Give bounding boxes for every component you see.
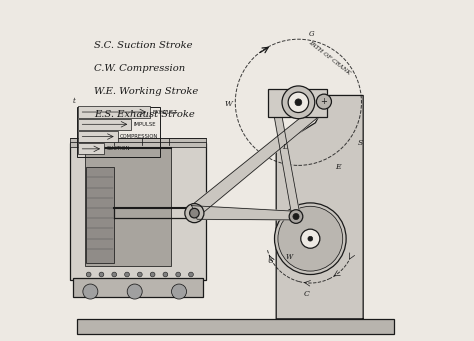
Polygon shape bbox=[276, 95, 363, 319]
Bar bbox=[70, 143, 206, 280]
Bar bbox=[85, 147, 171, 266]
Text: C.W. Compression: C.W. Compression bbox=[94, 64, 185, 73]
Circle shape bbox=[176, 272, 181, 277]
Circle shape bbox=[83, 284, 98, 299]
Bar bbox=[73, 278, 203, 297]
Text: SUCTION: SUCTION bbox=[106, 146, 130, 151]
Circle shape bbox=[163, 272, 168, 277]
Circle shape bbox=[172, 284, 187, 299]
Bar bbox=[77, 107, 160, 157]
Polygon shape bbox=[273, 106, 301, 219]
Bar bbox=[78, 131, 118, 142]
Bar bbox=[77, 319, 394, 334]
Bar bbox=[78, 143, 104, 154]
Text: S.C. Suction Stroke: S.C. Suction Stroke bbox=[94, 41, 192, 50]
Circle shape bbox=[86, 272, 91, 277]
Circle shape bbox=[289, 210, 303, 223]
Text: W: W bbox=[224, 100, 232, 108]
Circle shape bbox=[189, 272, 193, 277]
Bar bbox=[86, 167, 114, 263]
Text: t: t bbox=[73, 97, 76, 105]
Circle shape bbox=[282, 86, 315, 119]
Text: W.E. Working Stroke: W.E. Working Stroke bbox=[94, 87, 198, 96]
Circle shape bbox=[301, 229, 320, 248]
Text: COMPRESSION: COMPRESSION bbox=[120, 134, 158, 139]
Text: +: + bbox=[320, 97, 328, 106]
Text: G: G bbox=[309, 30, 315, 38]
Bar bbox=[78, 119, 131, 130]
Text: S: S bbox=[269, 257, 273, 265]
Bar bbox=[70, 138, 206, 147]
Text: EXHAUST: EXHAUST bbox=[153, 109, 177, 115]
Circle shape bbox=[317, 94, 331, 109]
Text: W: W bbox=[285, 253, 293, 262]
Circle shape bbox=[112, 272, 117, 277]
Text: PATH OF CRANK: PATH OF CRANK bbox=[308, 40, 352, 75]
Circle shape bbox=[99, 272, 104, 277]
Bar bbox=[78, 106, 150, 118]
Text: E.S. Exhaust Stroke: E.S. Exhaust Stroke bbox=[94, 110, 194, 119]
Text: IMPULSE: IMPULSE bbox=[134, 122, 156, 127]
Text: L: L bbox=[282, 143, 287, 151]
Circle shape bbox=[278, 206, 343, 271]
Circle shape bbox=[274, 203, 346, 275]
Circle shape bbox=[137, 272, 142, 277]
Circle shape bbox=[288, 92, 309, 113]
Polygon shape bbox=[191, 206, 300, 220]
Circle shape bbox=[190, 208, 199, 218]
Text: S: S bbox=[358, 139, 363, 147]
Circle shape bbox=[185, 204, 204, 223]
Circle shape bbox=[150, 272, 155, 277]
Circle shape bbox=[295, 99, 302, 106]
Text: E: E bbox=[335, 163, 340, 171]
Circle shape bbox=[308, 236, 313, 241]
Bar bbox=[268, 89, 328, 117]
Circle shape bbox=[125, 272, 129, 277]
Polygon shape bbox=[190, 104, 328, 217]
Circle shape bbox=[127, 284, 142, 299]
Text: C: C bbox=[304, 290, 310, 298]
Circle shape bbox=[293, 213, 299, 220]
